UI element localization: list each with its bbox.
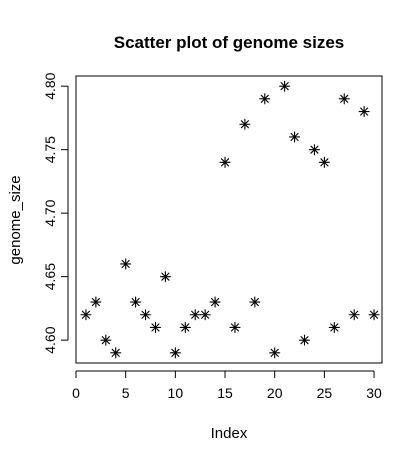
y-tick-label: 4.65 (42, 263, 58, 290)
x-tick-label: 25 (317, 385, 333, 401)
data-point (259, 93, 271, 105)
data-point (348, 309, 360, 321)
data-point (279, 80, 291, 92)
data-point (298, 334, 311, 346)
data-point (169, 347, 181, 359)
data-point (120, 258, 132, 270)
data-point (239, 118, 251, 130)
x-axis: 0 5 10 15 20 25 30 (72, 370, 382, 401)
y-tick-label: 4.75 (42, 136, 58, 163)
data-point (358, 106, 370, 118)
data-point (199, 309, 211, 321)
x-tick-label: 5 (122, 385, 130, 401)
data-point (209, 296, 221, 308)
data-point (80, 309, 92, 321)
data-points (80, 80, 380, 359)
data-point (289, 131, 301, 143)
chart-title: Scatter plot of genome sizes (114, 33, 345, 52)
x-tick-label: 0 (72, 385, 80, 401)
data-point (328, 321, 340, 333)
plot-frame (75, 75, 383, 364)
y-axis-label: genome_size (7, 175, 24, 264)
data-point (269, 347, 281, 359)
x-tick-label: 15 (217, 385, 233, 401)
data-point (90, 296, 102, 308)
data-point (219, 156, 231, 168)
x-axis-label: Index (211, 425, 248, 442)
data-point (139, 309, 152, 321)
y-tick-label: 4.60 (42, 326, 58, 353)
data-point (179, 321, 191, 333)
x-tick-label: 30 (366, 385, 382, 401)
data-point (338, 93, 350, 105)
y-tick-label: 4.80 (42, 72, 58, 99)
data-point (149, 321, 162, 333)
data-point (249, 296, 261, 308)
data-point (130, 296, 142, 308)
data-point (100, 334, 112, 346)
data-point (368, 309, 380, 321)
data-point (189, 309, 201, 321)
x-tick-label: 20 (267, 385, 283, 401)
data-point (110, 347, 122, 359)
data-point (308, 144, 320, 156)
data-point (159, 271, 171, 283)
x-tick-label: 10 (168, 385, 184, 401)
y-tick-label: 4.70 (42, 199, 58, 226)
y-axis: 4.60 4.65 4.70 4.75 4.80 (42, 72, 69, 354)
data-point (229, 321, 241, 333)
data-point (318, 156, 330, 168)
